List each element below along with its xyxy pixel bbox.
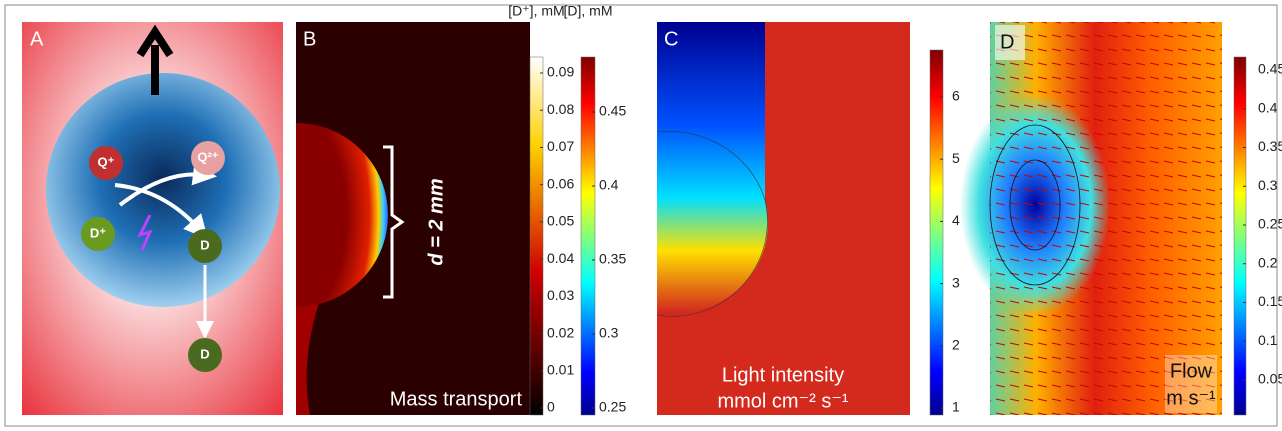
colorbar-tick-label: 0.25 xyxy=(599,399,626,415)
colorbar-tick-label: 0.03 xyxy=(547,287,574,303)
colorbar-tick-label: 0.01 xyxy=(547,361,574,377)
colorbar-tick-label: 4 xyxy=(952,212,960,228)
panel-b: d = 2 mm B Mass transport xyxy=(296,22,530,415)
panel-label: C xyxy=(664,28,678,50)
colorbar-tick-label: 0.05 xyxy=(547,213,574,229)
colorbar xyxy=(1234,57,1246,415)
species: D xyxy=(200,346,209,361)
panel-label: B xyxy=(303,28,316,50)
colorbar-tick-label: 0.35 xyxy=(1258,138,1282,154)
colorbar-tick-label: 0.45 xyxy=(599,103,626,119)
colorbar-tick-label: 0.07 xyxy=(547,138,574,154)
panel-d: D Flow m s⁻¹ xyxy=(960,22,1222,415)
caption: Mass transport xyxy=(390,388,523,410)
colorbar-tick-label: 0.15 xyxy=(1258,293,1282,309)
colorbar-tick-label: 6 xyxy=(952,88,960,104)
colorbar-tick-label: 3 xyxy=(952,274,960,290)
colorbar-tick-label: 2 xyxy=(952,337,960,353)
figure: A Q⁺ Q²⁺ D⁺ D D d = 2 mm B Mass transpor… xyxy=(0,0,1282,431)
colorbar-tick-label: 0 xyxy=(547,399,555,415)
colorbar-tick-label: 0.4 xyxy=(1258,99,1278,115)
panel-a: A Q⁺ Q²⁺ D⁺ D D xyxy=(22,22,283,415)
colorbar-tick-label: 0.05 xyxy=(1258,371,1282,387)
colorbar-tick-label: 0.3 xyxy=(1258,177,1278,193)
colorbar-tick-label: 0.1 xyxy=(1258,332,1278,348)
caption: Light intensity xyxy=(722,364,844,386)
colorbar-tick-label: 0.35 xyxy=(599,251,626,267)
panel-label: A xyxy=(30,28,44,50)
colorbar-tick-label: 5 xyxy=(952,150,960,166)
colorbar-tick-label: 0.04 xyxy=(547,250,574,266)
panel-label: D xyxy=(1000,31,1014,53)
colorbar-tick-label: 0.02 xyxy=(547,324,574,340)
species: D xyxy=(200,237,209,252)
panel-c: C Light intensity mmol cm⁻² s⁻¹ xyxy=(657,22,910,415)
colorbar-tick-label: 1 xyxy=(952,399,960,415)
caption: Flow xyxy=(1170,360,1213,382)
dimension: d = 2 mm xyxy=(425,178,447,265)
caption: m s⁻¹ xyxy=(1166,387,1216,409)
species: Q²⁺ xyxy=(197,149,218,164)
colorbar-tick-label: 0.45 xyxy=(1258,61,1282,77)
colorbar-title: [D⁺], mM xyxy=(508,3,564,19)
colorbar-tick-label: 0.06 xyxy=(547,175,574,191)
colorbar-tick-label: 0.09 xyxy=(547,64,574,80)
species: Q⁺ xyxy=(98,154,115,169)
species: D⁺ xyxy=(90,225,106,240)
colorbar-tick-label: 0.2 xyxy=(1258,254,1278,270)
colorbar-tick-label: 0.4 xyxy=(599,177,619,193)
colorbar xyxy=(581,57,595,415)
caption: mmol cm⁻² s⁻¹ xyxy=(717,390,848,412)
colorbar-tick-label: 0.25 xyxy=(1258,216,1282,232)
colorbar-title: [D], mM xyxy=(564,3,613,19)
colorbar-tick-label: 0.08 xyxy=(547,101,574,117)
colorbar xyxy=(930,50,943,415)
colorbar-tick-label: 0.3 xyxy=(599,325,619,341)
